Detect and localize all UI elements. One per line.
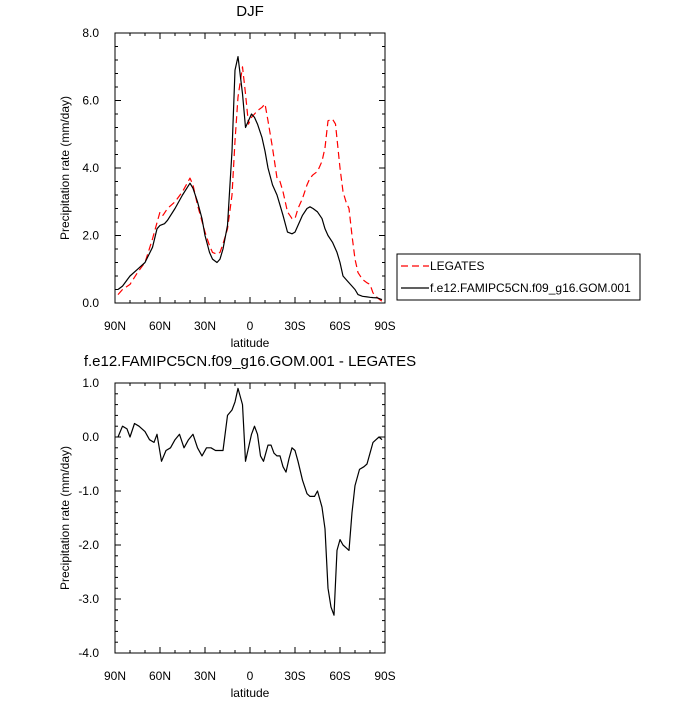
panel-top-series-line-1 [117,55,383,301]
panel-bottom-x-tick-label: 60N [149,669,171,683]
panel-top-y-tick-label: 8.0 [82,26,99,40]
panel-bottom-x-axis-label: latitude [231,686,270,700]
panel-top-y-tick-label: 6.0 [82,94,99,108]
panel-bottom-x-tick-label: 30N [194,669,216,683]
panel-bottom-y-tick-label: -2.0 [78,538,99,552]
panel-top-title: DJF [236,3,264,20]
panel-top-x-tick-label: 30S [284,319,305,333]
panel-bottom-y-tick-label: -1.0 [78,484,99,498]
panel-bottom-x-tick-label: 90S [374,669,395,683]
panel-bottom-series-line-0 [117,387,383,616]
panel-top-y-tick-label: 0.0 [82,296,99,310]
panel-top-frame [114,32,386,304]
panel-top-series-line-0 [117,66,383,302]
panel-top-x-tick-label: 60S [329,319,350,333]
panel-top-x-tick-label: 90N [104,319,126,333]
panel-bottom-x-tick-label: 90N [104,669,126,683]
panel-top-x-tick-label: 0 [247,319,254,333]
legend-label-1: f.e12.FAMIPC5CN.f09_g16.GOM.001 [430,281,631,295]
panel-top-x-tick-label: 60N [149,319,171,333]
panel-top-y-axis-label: Precipitation rate (mm/day) [58,96,72,240]
panel-bottom-y-tick-label: -4.0 [78,646,99,660]
panel-bottom-y-tick-label: 1.0 [82,376,99,390]
panel-bottom-y-tick-label: -3.0 [78,592,99,606]
panel-top-y-tick-label: 2.0 [82,229,99,243]
legend-box [396,253,641,301]
panel-top-x-axis-label: latitude [231,336,270,350]
panel-bottom-x-tick-label: 30S [284,669,305,683]
panel-bottom-y-axis-label: Precipitation rate (mm/day) [58,446,72,590]
panel-bottom-frame [114,382,386,654]
legend-label-0: LEGATES [430,259,484,273]
panel-top-x-tick-label: 90S [374,319,395,333]
panel-bottom-x-tick-label: 60S [329,669,350,683]
panel-top-y-tick-label: 4.0 [82,161,99,175]
panel-bottom-y-tick-label: 0.0 [82,430,99,444]
panel-top-x-tick-label: 30N [194,319,216,333]
panel-bottom-title: f.e12.FAMIPC5CN.f09_g16.GOM.001 - LEGATE… [84,353,416,370]
panel-bottom-x-tick-label: 0 [247,669,254,683]
